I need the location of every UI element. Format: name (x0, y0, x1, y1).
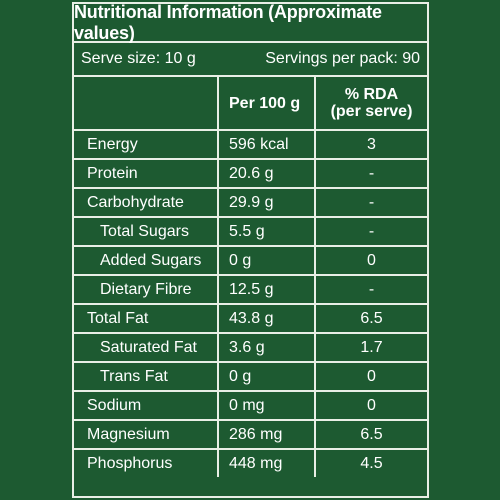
nutrient-name: Phosphorus (74, 448, 219, 477)
table-header-row: Per 100 g % RDA (per serve) (74, 77, 427, 131)
per-100g-value: 29.9 g (217, 187, 316, 218)
nutrient-name: Protein (74, 158, 219, 189)
table-row: Protein 20.6 g- (74, 158, 427, 189)
per-100g-value: 448 mg (217, 448, 316, 477)
rda-header-line2: (per serve) (330, 103, 413, 120)
per-100g-value: 5.5 g (217, 216, 316, 247)
rda-value: - (314, 187, 427, 218)
rda-value: 6.5 (314, 419, 427, 450)
table-row: Phosphorus 448 mg 4.5 (74, 448, 427, 477)
nutrient-name: Magnesium (74, 419, 219, 450)
serving-info-row: Serve size: 10 g Servings per pack: 90 (74, 43, 427, 77)
nutrient-name: Carbohydrate (74, 187, 219, 218)
rda-value: - (314, 216, 427, 247)
table-row: Energy 596 kcal 3 (74, 130, 427, 160)
rda-value: - (314, 274, 427, 305)
nutrient-header (74, 77, 219, 131)
nutrient-name: Trans Fat (74, 361, 219, 392)
rda-header: % RDA (per serve) (314, 77, 427, 131)
nutrient-name: Added Sugars (74, 245, 219, 276)
rda-value: 1.7 (314, 332, 427, 363)
nutrient-name: Total Fat (74, 303, 219, 334)
rda-value: 4.5 (314, 448, 427, 477)
table-row: Total Fat 43.8 g 6.5 (74, 303, 427, 334)
rda-value: 0 (314, 390, 427, 421)
nutrient-name: Sodium (74, 390, 219, 421)
rda-header-line1: % RDA (344, 86, 399, 103)
nutrient-name: Dietary Fibre (74, 274, 219, 305)
table-row: Saturated Fat 3.6 g 1.7 (74, 332, 427, 363)
per-100g-value: 43.8 g (217, 303, 316, 334)
rda-value: - (314, 158, 427, 189)
rda-value: 3 (314, 130, 427, 160)
per-100g-header: Per 100 g (217, 77, 316, 131)
per-100g-value: 0 g (217, 245, 316, 276)
per-100g-value: 0 g (217, 361, 316, 392)
table-row: Carbohydrate 29.9 g- (74, 187, 427, 218)
nutrient-name: Total Sugars (74, 216, 219, 247)
table-row: Sodium 0 mg 0 (74, 390, 427, 421)
servings-per-pack-label: Servings per pack: 90 (265, 50, 420, 67)
per-100g-value: 596 kcal (217, 130, 316, 160)
per-100g-value: 20.6 g (217, 158, 316, 189)
nutrition-panel: Nutritional Information (Approximate val… (72, 2, 429, 498)
per-100g-value: 286 mg (217, 419, 316, 450)
nutrient-name: Saturated Fat (74, 332, 219, 363)
per-100g-value: 3.6 g (217, 332, 316, 363)
per-100g-value: 12.5 g (217, 274, 316, 305)
serve-size-label: Serve size: 10 g (81, 50, 196, 67)
panel-title: Nutritional Information (Approximate val… (74, 2, 427, 43)
nutrient-name: Energy (74, 130, 219, 160)
rda-value: 6.5 (314, 303, 427, 334)
per-100g-value: 0 mg (217, 390, 316, 421)
table-row: Dietary Fibre 12.5 g- (74, 274, 427, 305)
table-row: Magnesium 286 mg 6.5 (74, 419, 427, 450)
table-row: Total Sugars 5.5 g- (74, 216, 427, 247)
nutrition-table: Per 100 g % RDA (per serve) Energy 596 kc… (74, 77, 427, 477)
rda-value: 0 (314, 361, 427, 392)
rda-value: 0 (314, 245, 427, 276)
